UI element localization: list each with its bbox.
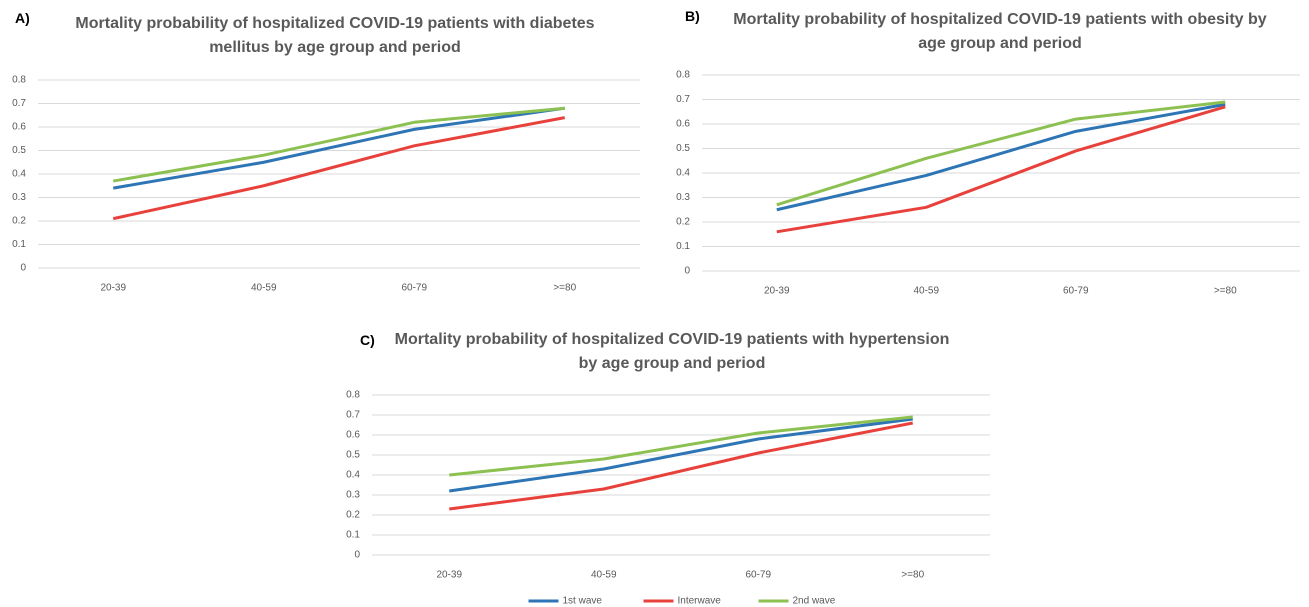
y-tick-label: 0.5 — [346, 450, 360, 461]
legend-label: 1st wave — [563, 596, 603, 607]
y-tick-label: 0.4 — [676, 168, 690, 179]
legend-label: Interwave — [678, 596, 722, 607]
series-line — [776, 105, 1226, 234]
y-tick-label: 0.3 — [346, 490, 360, 501]
panel-label: A) — [15, 10, 30, 26]
series-line — [776, 102, 1226, 212]
legend-label: 2nd wave — [793, 596, 836, 607]
y-tick-label: 0.1 — [12, 239, 26, 250]
series-line — [112, 116, 566, 221]
y-tick-label: 0.7 — [12, 98, 26, 109]
series-line — [449, 417, 913, 493]
x-tick-label: 60-79 — [1063, 286, 1089, 297]
y-tick-label: 0.8 — [12, 75, 26, 86]
x-tick-label: 60-79 — [401, 283, 427, 294]
panel-label: C) — [360, 332, 375, 348]
y-tick-label: 0.5 — [676, 143, 690, 154]
x-tick-label: >=80 — [901, 570, 924, 581]
y-tick-label: 0 — [684, 266, 690, 277]
chart-title: Mortality probability of hospitalized CO… — [394, 331, 950, 372]
y-tick-label: 0.5 — [12, 145, 26, 156]
y-tick-label: 0.2 — [676, 217, 690, 228]
x-tick-label: >=80 — [1214, 286, 1237, 297]
y-tick-label: 0.4 — [12, 169, 26, 180]
x-tick-label: 20-39 — [436, 570, 462, 581]
y-tick-label: 0.3 — [12, 192, 26, 203]
series-line — [449, 415, 913, 477]
y-tick-label: 0.1 — [676, 241, 690, 252]
y-tick-label: 0.7 — [346, 410, 360, 421]
x-tick-label: >=80 — [553, 283, 576, 294]
x-tick-label: 20-39 — [100, 283, 126, 294]
y-tick-label: 0.3 — [676, 192, 690, 203]
y-tick-label: 0.6 — [12, 122, 26, 133]
y-tick-label: 0.6 — [676, 119, 690, 130]
x-tick-label: 40-59 — [591, 570, 617, 581]
y-tick-label: 0.6 — [346, 430, 360, 441]
series-line — [112, 106, 565, 190]
x-tick-label: 60-79 — [745, 570, 771, 581]
y-tick-label: 0 — [354, 550, 360, 561]
y-tick-label: 0.2 — [346, 510, 360, 521]
y-tick-label: 0.4 — [346, 470, 360, 481]
y-tick-label: 0.7 — [676, 94, 690, 105]
chart-title: Mortality probability of hospitalized CO… — [75, 15, 595, 56]
x-tick-label: 20-39 — [764, 286, 790, 297]
y-tick-label: 0.8 — [346, 390, 360, 401]
x-tick-label: 40-59 — [913, 286, 939, 297]
series-line — [112, 106, 565, 183]
panel-label: B) — [685, 8, 700, 24]
y-tick-label: 0.2 — [12, 216, 26, 227]
series-line — [776, 100, 1226, 207]
y-tick-label: 0.1 — [346, 530, 360, 541]
chart-title: Mortality probability of hospitalized CO… — [733, 11, 1267, 52]
series-line — [449, 421, 914, 511]
x-tick-label: 40-59 — [251, 283, 277, 294]
y-tick-label: 0 — [20, 263, 26, 274]
y-tick-label: 0.8 — [676, 70, 690, 81]
